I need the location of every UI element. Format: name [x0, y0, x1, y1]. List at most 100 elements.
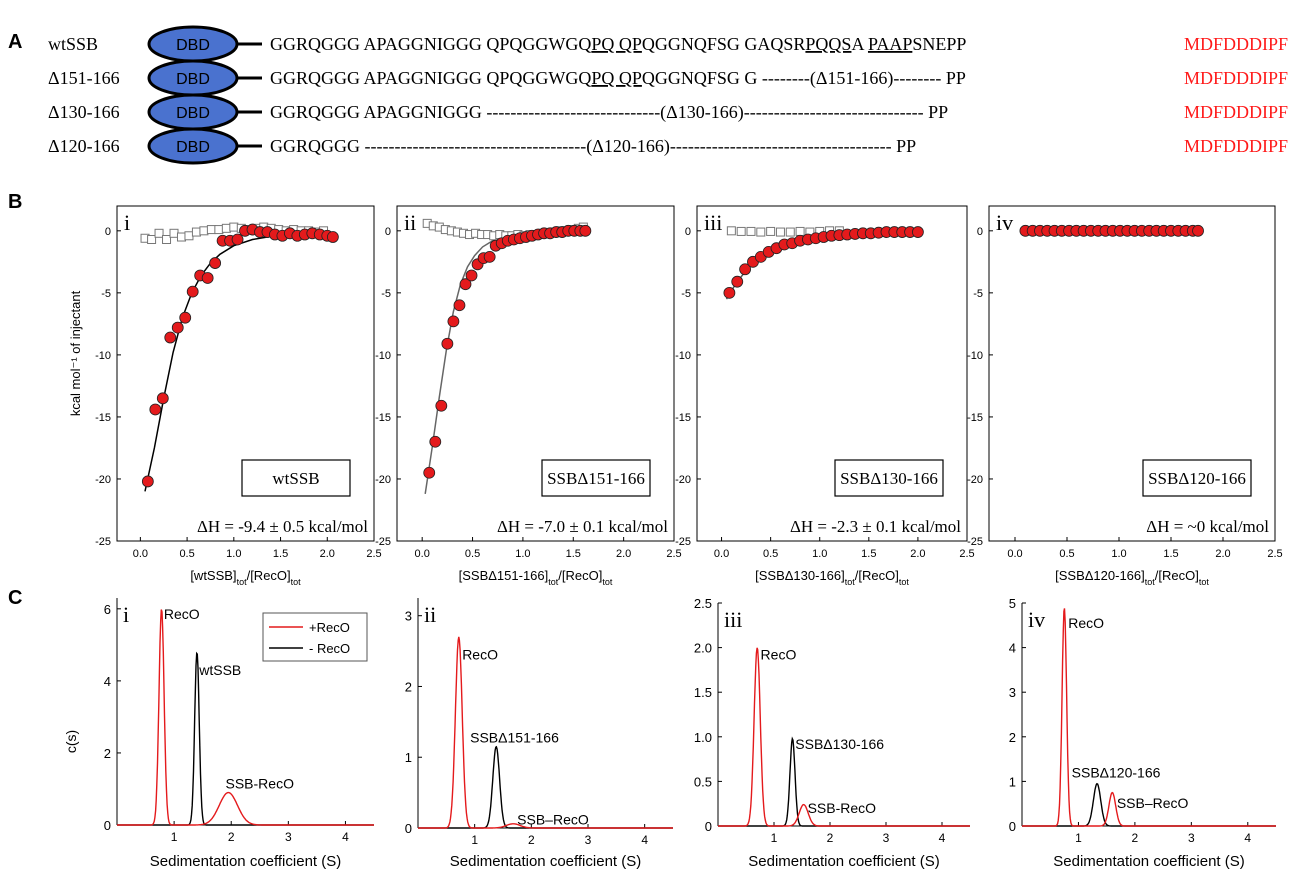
y-tick-label: -5: [101, 288, 111, 300]
y-tick-label: 3: [405, 609, 412, 624]
sequence-text: GGRQGGG --------------------------------…: [270, 136, 916, 157]
x-tick-label: 1.5: [566, 548, 581, 560]
x-tick-label: 2: [827, 831, 834, 845]
y-tick-label: 2.0: [694, 641, 712, 656]
sequence-segment: GGRQGGG APAGGNIGGG ---------------------…: [270, 102, 948, 123]
panel-a-sequences: wtSSB DBD GGRQGGG APAGGNIGGG QPQGGWGQPQ QP…: [48, 25, 1288, 165]
panel-label-a: A: [8, 31, 22, 53]
control-point: [795, 226, 805, 236]
construct-label-box: [241, 459, 351, 497]
peak-annotation: RecO: [164, 606, 200, 622]
titration-point: [723, 286, 736, 299]
x-tick-label: 0.0: [1007, 548, 1022, 560]
titration-point: [579, 224, 592, 237]
x-tick-label: 2.5: [959, 548, 974, 560]
titration-point: [171, 321, 184, 334]
sedimentation-chart: 1 2 3 4 0 1 2 3 4 5 RecO SSBΔ120-166 SSB–RecO iv Sedim…: [1009, 596, 1276, 870]
control-point: [169, 228, 179, 238]
x-axis-label: [SSBΔ120-166]tot/[RecO]tot: [1055, 568, 1209, 587]
c-terminal-tail: MDFDDDIPF: [1184, 136, 1288, 156]
x-axis-label-part: [wtSSB]: [190, 568, 236, 583]
construct-name: Δ130-166: [48, 102, 120, 122]
sequence-text: GGRQGGG APAGGNIGGG QPQGGWGQPQ QPQGGNQFSG…: [270, 68, 966, 89]
x-axis-label-part: [SSBΔ120-166]: [1055, 568, 1145, 583]
y-tick-label: 0.5: [694, 774, 712, 789]
enthalpy-value: ΔH = -2.3 ± 0.1 kcal/mol: [790, 517, 961, 536]
construct-name: wtSSB: [48, 34, 98, 54]
x-axis-label-subscript: tot: [291, 577, 302, 587]
titration-point: [201, 272, 214, 284]
dbd-label: DBD: [176, 71, 210, 88]
x-axis-label-part: /[RecO]: [855, 568, 899, 583]
titration-point: [435, 399, 448, 412]
x-axis-label: Sedimentation coefficient (S): [150, 853, 342, 870]
x-axis-label-subscript: tot: [602, 577, 613, 587]
y-tick-label: -20: [375, 474, 391, 486]
panel-roman-numeral: iv: [1028, 607, 1045, 632]
x-axis-label-part: [SSBΔ130-166]: [755, 568, 845, 583]
x-tick-label: 0.5: [763, 548, 778, 560]
x-axis-label: Sedimentation coefficient (S): [450, 853, 642, 870]
y-tick-label: -5: [381, 288, 391, 300]
y-tick-label: -20: [675, 474, 691, 486]
with-reco-curve: [718, 647, 970, 827]
x-tick-label: 1.5: [273, 548, 288, 560]
control-point: [214, 225, 224, 235]
x-tick-label: 2: [528, 833, 535, 847]
x-tick-label: 3: [585, 833, 592, 847]
panel-roman-numeral: ii: [404, 210, 416, 235]
y-tick-label: 1: [1009, 774, 1016, 789]
fit-curve: [144, 231, 328, 492]
panel-roman-numeral: iii: [724, 607, 742, 632]
y-tick-label: -10: [675, 350, 691, 362]
x-axis-label-subscript: tot: [1145, 577, 1156, 587]
sequence-motif-underlined: PQ QP: [591, 68, 642, 88]
x-tick-label: 4: [342, 830, 349, 844]
control-point: [221, 223, 231, 233]
x-tick-label: 4: [1244, 831, 1251, 845]
control-point: [176, 232, 186, 242]
c-terminal-tail: MDFDDDIPF: [1184, 34, 1288, 54]
x-tick-label: 1.0: [226, 548, 241, 560]
x-tick-label: 3: [285, 830, 292, 844]
x-tick-label: 4: [939, 831, 946, 845]
titration-point: [1192, 224, 1204, 237]
peak-annotation: RecO: [1068, 615, 1104, 631]
legend-label: +RecO: [309, 620, 350, 635]
y-axis-label: kcal mol⁻¹ of injectant: [68, 290, 83, 416]
control-point: [756, 227, 766, 237]
itc-chart: 0.0 0.5 1.0 1.5 2.0 2.5 0 -5 -10 -15 -20 -25 iii SSBΔ…: [675, 205, 975, 587]
y-tick-label: -15: [95, 412, 111, 424]
control-point: [191, 227, 201, 237]
peak-annotation: SSBΔ151-166: [470, 729, 559, 745]
construct-name: Δ120-166: [48, 136, 120, 156]
plot-frame: [696, 205, 968, 542]
peak-annotation: wtSSB: [198, 662, 241, 678]
x-tick-label: 2.5: [1267, 548, 1282, 560]
y-tick-label: 6: [104, 602, 111, 617]
x-axis-label: [SSBΔ151-166]tot/[RecO]tot: [459, 568, 613, 587]
y-tick-label: 4: [1009, 641, 1016, 656]
y-tick-label: -20: [967, 474, 983, 486]
sequence-row: Δ130-166 DBD GGRQGGG APAGGNIGGG ----------…: [48, 93, 1288, 131]
sequence-text: GGRQGGG APAGGNIGGG QPQGGWGQPQ QPQGGNQFSG…: [270, 34, 966, 54]
peak-annotation: SSB-RecO: [808, 800, 877, 816]
titration-point: [731, 275, 744, 288]
sequence-segment: SNEPP: [912, 34, 966, 54]
x-tick-label: 0.5: [1059, 548, 1074, 560]
x-axis-label-part: [SSBΔ151-166]: [459, 568, 549, 583]
y-tick-label: 1.0: [694, 730, 712, 745]
x-axis-label-part: /[RecO]: [1155, 568, 1199, 583]
sequence-segment: GGRQGGG APAGGNIGGG QPQGGWGQ: [270, 68, 591, 88]
y-axis-label: c(s): [63, 730, 79, 753]
y-tick-label: -15: [375, 412, 391, 424]
x-axis-label-subscript: tot: [548, 577, 559, 587]
peak-annotation: SSB–RecO: [517, 812, 589, 828]
titration-point: [164, 331, 177, 344]
x-axis-label-subscript: tot: [899, 577, 910, 587]
x-tick-label: 1.0: [812, 548, 827, 560]
sequence-segment: A: [851, 34, 868, 54]
peak-annotation: SSB-RecO: [226, 776, 295, 792]
construct-label: SSBΔ151-166: [547, 469, 645, 488]
